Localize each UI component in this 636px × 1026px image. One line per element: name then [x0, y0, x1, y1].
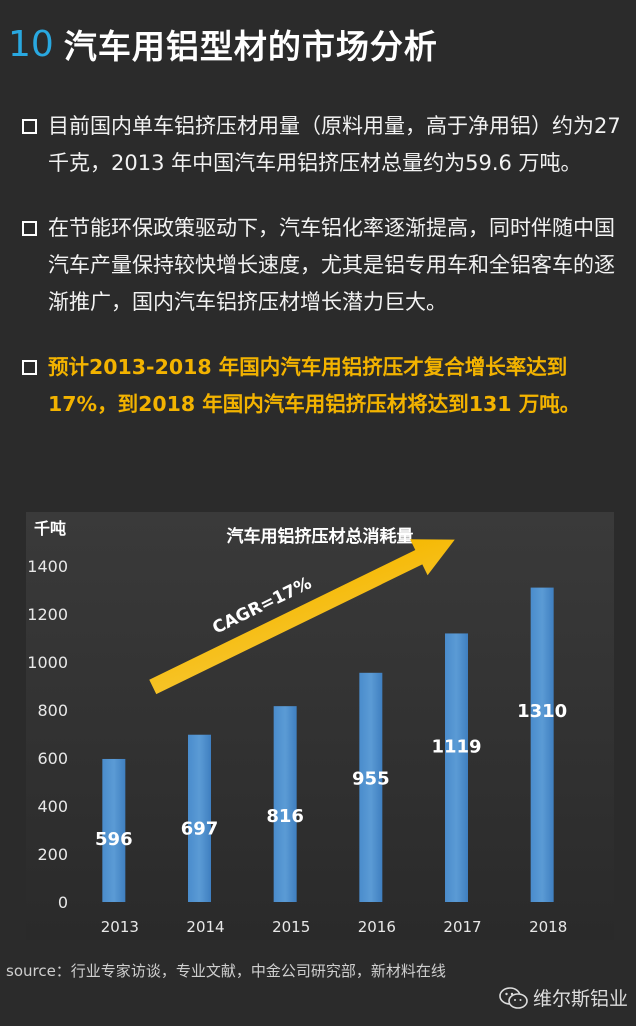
bar	[530, 587, 554, 902]
chart-panel: 汽车用铝挤压材总消耗量 千吨 0 200 400 600 800 1000 1200 1400 59…	[26, 512, 614, 940]
x-tick-label: 2016	[358, 918, 396, 936]
wechat-icon	[499, 986, 528, 1009]
bar	[188, 734, 211, 902]
bullet-list: 目前国内单车铝挤压材用量（原料用量，高于净用铝）约为27 千克，2013 年中国…	[22, 108, 622, 451]
square-bullet-icon	[22, 360, 37, 375]
bar-value-label: 816	[266, 806, 304, 827]
bullet-text: 预计2013-2018 年国内汽车用铝挤压才复合增长率达到17%，到2018 年…	[48, 355, 581, 416]
bar-value-label: 955	[352, 769, 390, 790]
slide-title: 汽车用铝型材的市场分析	[63, 27, 438, 66]
bar	[273, 706, 297, 902]
chart-title: 汽车用铝挤压材总消耗量	[227, 526, 414, 547]
y-tick-label: 1400	[27, 557, 68, 576]
x-tick-label: 2014	[186, 918, 224, 936]
bar-value-label: 1119	[431, 736, 481, 757]
y-tick-label: 1200	[27, 605, 68, 624]
growth-arrow-icon	[149, 539, 455, 695]
y-tick-label: 1000	[27, 653, 68, 672]
bar	[445, 633, 468, 902]
bullet-text: 在节能环保政策驱动下，汽车铝化率逐渐提高，同时伴随中国汽车产量保持较快增长速度，…	[48, 216, 615, 314]
watermark: 维尔斯铝业	[499, 984, 628, 1011]
y-tick-label: 0	[58, 893, 68, 912]
x-tick-label: 2018	[529, 918, 567, 936]
bar-value-label: 697	[181, 818, 219, 839]
square-bullet-icon	[22, 119, 37, 134]
x-tick-label: 2013	[101, 918, 139, 936]
bar-value-label: 596	[95, 829, 133, 850]
source-note: source：行业专家访谈，专业文献，中金公司研究部，新材料在线	[6, 962, 446, 980]
x-tick-label: 2017	[443, 918, 481, 936]
bullet-text: 目前国内单车铝挤压材用量（原料用量，高于净用铝）约为27 千克，2013 年中国…	[48, 114, 621, 175]
y-axis-label: 千吨	[34, 519, 66, 538]
y-tick-label: 400	[37, 797, 68, 816]
bullet-item: 在节能环保政策驱动下，汽车铝化率逐渐提高，同时伴随中国汽车产量保持较快增长速度，…	[22, 210, 622, 321]
bar-value-label: 1310	[517, 701, 567, 722]
slide-number: 10	[8, 23, 54, 65]
bullet-item: 目前国内单车铝挤压材用量（原料用量，高于净用铝）约为27 千克，2013 年中国…	[22, 108, 622, 182]
slide-header: 10 汽车用铝型材的市场分析	[0, 14, 636, 74]
bullet-item-highlight: 预计2013-2018 年国内汽车用铝挤压才复合增长率达到17%，到2018 年…	[22, 349, 622, 423]
y-tick-label: 600	[37, 749, 68, 768]
watermark-text: 维尔斯铝业	[532, 988, 628, 1010]
bar-chart: 汽车用铝挤压材总消耗量 千吨 0 200 400 600 800 1000 1200 1400 59…	[27, 519, 567, 936]
growth-arrow-shape	[149, 539, 455, 695]
bar	[102, 758, 126, 902]
square-bullet-icon	[22, 221, 37, 236]
y-tick-label: 200	[37, 845, 68, 864]
y-tick-label: 800	[37, 701, 68, 720]
x-tick-label: 2015	[272, 918, 310, 936]
bar	[359, 672, 383, 902]
